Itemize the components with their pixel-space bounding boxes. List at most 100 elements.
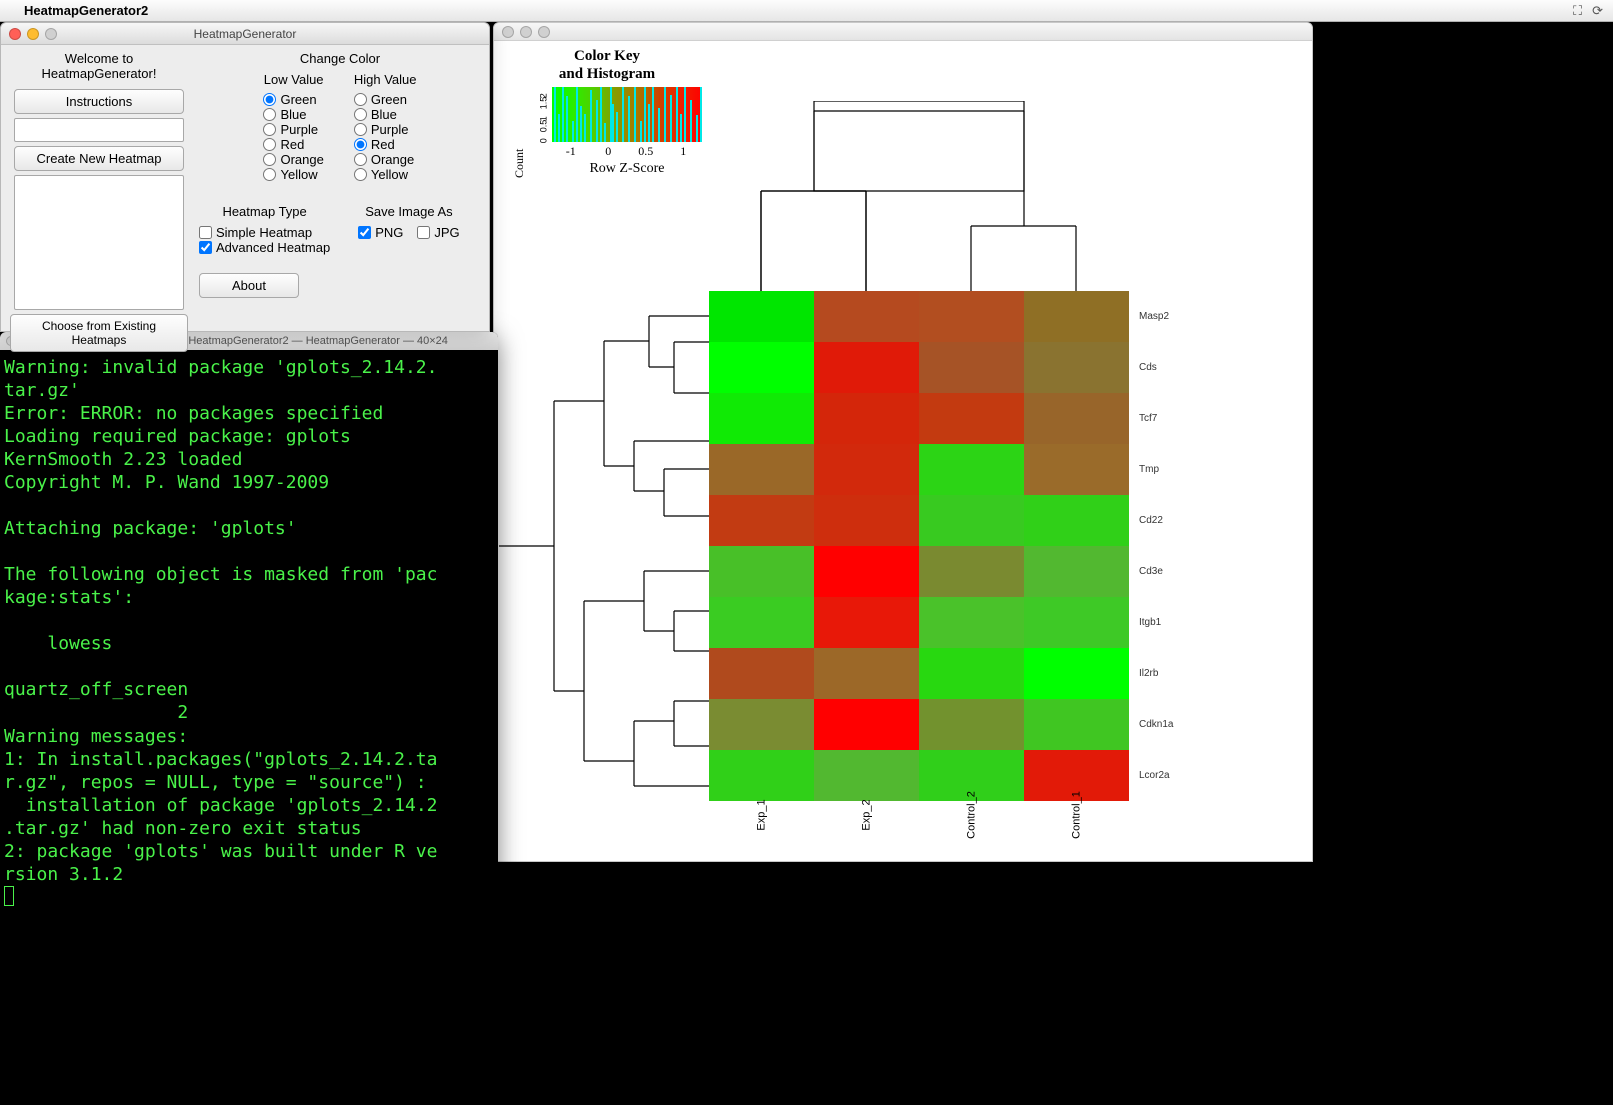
row-label: Il2rb bbox=[1139, 648, 1173, 699]
heatmap-cell bbox=[709, 597, 814, 648]
heatmap-cell bbox=[1024, 291, 1129, 342]
hist-bar bbox=[600, 87, 602, 142]
heatmap-cell bbox=[709, 444, 814, 495]
radio-label: Orange bbox=[371, 152, 414, 167]
choose-existing-button[interactable]: Choose from Existing Heatmaps bbox=[10, 314, 188, 352]
high-color-green-radio[interactable]: Green bbox=[354, 92, 417, 107]
radio-label: Orange bbox=[280, 152, 323, 167]
row-label: Tmp bbox=[1139, 444, 1173, 495]
heatmap-cell bbox=[1024, 342, 1129, 393]
heatmap-cell bbox=[919, 444, 1024, 495]
radio-label: Blue bbox=[280, 107, 306, 122]
hist-bar bbox=[670, 95, 672, 142]
save-jpg-check[interactable]: JPG bbox=[417, 225, 459, 240]
low-color-green-radio[interactable]: Green bbox=[263, 92, 323, 107]
heatmap-cell bbox=[709, 291, 814, 342]
zoom-icon[interactable] bbox=[538, 26, 550, 38]
hist-bar bbox=[652, 87, 654, 142]
low-color-blue-radio[interactable]: Blue bbox=[263, 107, 323, 122]
about-button[interactable]: About bbox=[199, 273, 299, 298]
terminal-body[interactable]: Warning: invalid package 'gplots_2.14.2.… bbox=[0, 350, 498, 918]
colorkey-ylabel: Count bbox=[512, 149, 527, 178]
low-value-label: Low Value bbox=[263, 72, 323, 87]
close-icon[interactable] bbox=[502, 26, 514, 38]
radio-label: Blue bbox=[371, 107, 397, 122]
radio-label: Purple bbox=[371, 122, 409, 137]
heatmap-cell bbox=[919, 291, 1024, 342]
filename-input[interactable] bbox=[14, 118, 184, 142]
colorkey-title-1: Color Key bbox=[512, 47, 702, 65]
colorkey-xtick: -1 bbox=[552, 144, 590, 159]
plot-titlebar[interactable] bbox=[494, 23, 1312, 41]
low-color-red-radio[interactable]: Red bbox=[263, 137, 323, 152]
colorkey-ytick: 0.5 bbox=[539, 119, 549, 132]
colorkey-title-2: and Histogram bbox=[512, 65, 702, 83]
heatmap-type-title: Heatmap Type bbox=[199, 204, 330, 219]
col-label: Control_2 bbox=[966, 763, 978, 868]
row-label: Cds bbox=[1139, 342, 1173, 393]
minimize-icon[interactable] bbox=[27, 28, 39, 40]
heatmap-cell bbox=[919, 393, 1024, 444]
type-simple-heatmap-check[interactable]: Simple Heatmap bbox=[199, 225, 330, 240]
colorkey-xlabel: Row Z-Score bbox=[552, 161, 702, 177]
hist-bar bbox=[628, 96, 630, 142]
control-window: HeatmapGenerator Welcome to HeatmapGener… bbox=[0, 22, 490, 332]
heatmap-grid bbox=[709, 291, 1129, 801]
hist-bar bbox=[616, 112, 618, 142]
hist-bar bbox=[612, 104, 614, 142]
control-titlebar[interactable]: HeatmapGenerator bbox=[1, 23, 489, 45]
hist-bar bbox=[648, 104, 650, 142]
low-color-yellow-radio[interactable]: Yellow bbox=[263, 167, 323, 182]
row-dendrogram bbox=[494, 291, 709, 801]
close-icon[interactable] bbox=[9, 28, 21, 40]
high-color-purple-radio[interactable]: Purple bbox=[354, 122, 417, 137]
high-color-blue-radio[interactable]: Blue bbox=[354, 107, 417, 122]
heatmap-cell bbox=[709, 546, 814, 597]
high-color-red-radio[interactable]: Red bbox=[354, 137, 417, 152]
app-name[interactable]: HeatmapGenerator2 bbox=[24, 3, 148, 18]
menubar: HeatmapGenerator2 ⛶ ⟳ bbox=[0, 0, 1613, 22]
hist-bar bbox=[576, 87, 578, 142]
plot-window: Color Key and Histogram Count 00.511.52 … bbox=[493, 22, 1313, 862]
instructions-button[interactable]: Instructions bbox=[14, 89, 184, 114]
hist-bar bbox=[690, 100, 692, 142]
heatmap-cell bbox=[709, 699, 814, 750]
colorkey-ytick: 1 bbox=[539, 108, 549, 121]
colorkey-histogram bbox=[552, 87, 702, 142]
hist-bar bbox=[700, 87, 702, 142]
create-heatmap-button[interactable]: Create New Heatmap bbox=[14, 146, 184, 171]
low-color-purple-radio[interactable]: Purple bbox=[263, 122, 323, 137]
window-title: HeatmapGenerator bbox=[194, 27, 297, 41]
heatmap-cell bbox=[814, 291, 919, 342]
radio-label: Yellow bbox=[371, 167, 408, 182]
low-value-column: Low Value GreenBluePurpleRedOrangeYellow bbox=[263, 72, 323, 182]
colorkey-ytick: 0 bbox=[539, 131, 549, 144]
high-value-label: High Value bbox=[354, 72, 417, 87]
check-label: Simple Heatmap bbox=[216, 225, 312, 240]
high-color-yellow-radio[interactable]: Yellow bbox=[354, 167, 417, 182]
check-label: Advanced Heatmap bbox=[216, 240, 330, 255]
minimize-icon[interactable] bbox=[520, 26, 532, 38]
zoom-icon[interactable] bbox=[45, 28, 57, 40]
column-dendrogram bbox=[709, 101, 1129, 291]
hist-bar bbox=[696, 115, 698, 142]
row-label: Cdkn1a bbox=[1139, 699, 1173, 750]
heatmap-cell bbox=[1024, 699, 1129, 750]
type-advanced-heatmap-check[interactable]: Advanced Heatmap bbox=[199, 240, 330, 255]
save-png-check[interactable]: PNG bbox=[358, 225, 403, 240]
heatmap-cell bbox=[709, 495, 814, 546]
colorkey-xtick: 0.5 bbox=[627, 144, 665, 159]
hist-bar bbox=[590, 90, 592, 142]
hist-bar bbox=[596, 100, 598, 142]
row-label: Cd22 bbox=[1139, 495, 1173, 546]
heatmap-cell bbox=[1024, 648, 1129, 699]
heatmap-cell bbox=[1024, 495, 1129, 546]
low-color-orange-radio[interactable]: Orange bbox=[263, 152, 323, 167]
heatmap-listbox[interactable] bbox=[14, 175, 184, 310]
sync-icon[interactable]: ⟳ bbox=[1592, 3, 1603, 19]
heatmap-cell bbox=[919, 495, 1024, 546]
fullscreen-icon[interactable]: ⛶ bbox=[1573, 3, 1582, 19]
hist-bar bbox=[664, 87, 666, 142]
heatmap-cell bbox=[919, 699, 1024, 750]
high-color-orange-radio[interactable]: Orange bbox=[354, 152, 417, 167]
